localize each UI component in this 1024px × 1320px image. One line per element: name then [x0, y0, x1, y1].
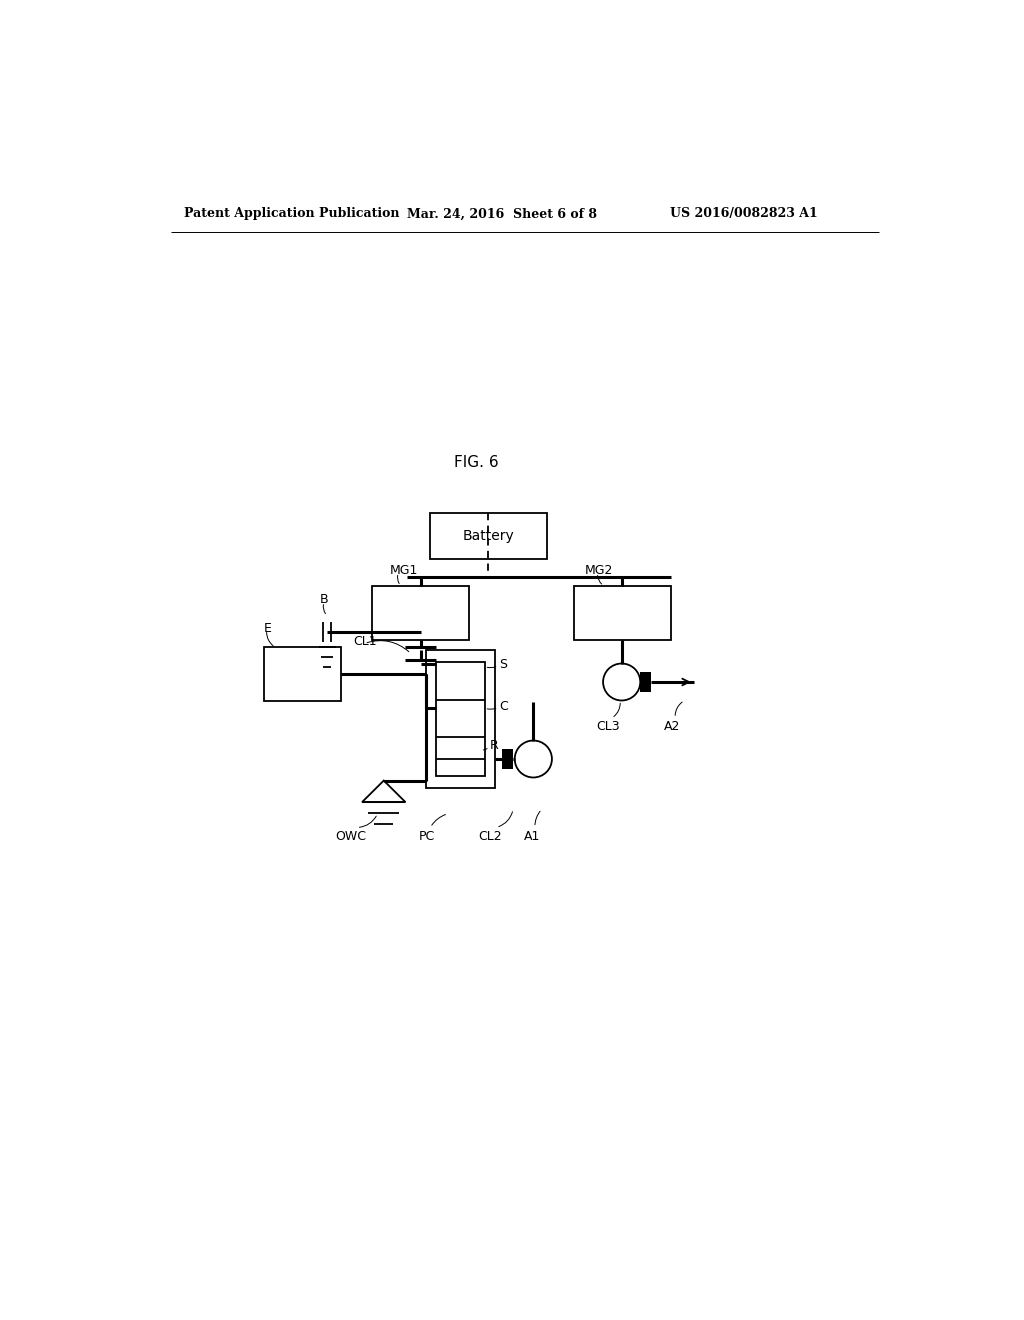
Text: FIG. 6: FIG. 6 — [455, 455, 499, 470]
Text: E: E — [263, 622, 271, 635]
Text: R: R — [489, 739, 499, 751]
Text: A1: A1 — [524, 830, 541, 843]
Bar — [436, 663, 484, 776]
Text: PC: PC — [418, 830, 434, 843]
Text: Mar. 24, 2016  Sheet 6 of 8: Mar. 24, 2016 Sheet 6 of 8 — [407, 207, 597, 220]
Bar — [372, 586, 469, 640]
Bar — [503, 748, 513, 770]
Text: Battery: Battery — [463, 529, 514, 543]
Text: OWC: OWC — [335, 830, 366, 843]
Text: C: C — [500, 700, 508, 713]
Text: CL1: CL1 — [352, 635, 377, 648]
Text: Patent Application Publication: Patent Application Publication — [183, 207, 399, 220]
Circle shape — [515, 741, 552, 777]
Circle shape — [603, 664, 640, 701]
Text: MG2: MG2 — [586, 564, 613, 577]
Text: CL3: CL3 — [597, 721, 621, 734]
Text: MG1: MG1 — [390, 564, 419, 577]
Bar — [430, 512, 547, 558]
Bar — [640, 672, 651, 692]
Text: CL2: CL2 — [478, 830, 502, 843]
Bar — [573, 586, 671, 640]
Text: US 2016/0082823 A1: US 2016/0082823 A1 — [671, 207, 818, 220]
Text: S: S — [500, 657, 507, 671]
Polygon shape — [362, 780, 406, 803]
Bar — [263, 647, 341, 701]
Bar — [426, 649, 495, 788]
Text: A2: A2 — [664, 721, 680, 734]
Text: B: B — [319, 593, 328, 606]
